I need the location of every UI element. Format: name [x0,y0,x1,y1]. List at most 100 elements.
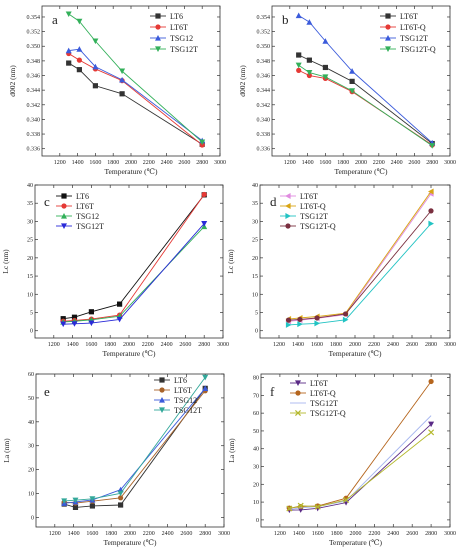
x-axis-label: Temperature (℃) [103,538,157,547]
x-tick-label: 2600 [178,160,190,166]
x-tick-label: 2600 [406,531,418,537]
data-point [428,421,435,428]
data-point [297,507,304,513]
x-tick-label: 2200 [373,160,385,166]
legend-label: LT6T [174,386,192,395]
y-tick-label: 30 [28,444,34,450]
legend-marker [385,35,391,41]
x-tick-label: 1400 [67,342,79,348]
x-tick-label: 2000 [355,160,367,166]
legend-marker [61,203,67,209]
x-axis-label: Temperature (℃) [329,538,383,547]
y-tick-label: 0.342 [27,103,41,109]
x-tick-label: 2800 [426,160,438,166]
legend-marker [285,203,291,209]
data-point [343,496,350,503]
y-tick-label: 0.348 [257,59,271,65]
x-tick-label: 1400 [68,531,80,537]
series-line [289,415,432,510]
y-tick-label: 40 [252,183,258,189]
x-tick-label: 1800 [107,160,119,166]
y-tick-label: 70 [253,393,259,399]
data-point [88,320,95,327]
panel-b: 1200 1400 1600 1800 2000 2200 2400 2600 2800 3000… [238,5,456,176]
legend-a: LT6 LT6T TSG12 TSG12T [150,12,198,54]
data-point [285,317,292,323]
data-point [119,91,125,97]
x-tick-label: 2800 [425,342,437,348]
x-tick-label: 1600 [319,160,331,166]
y-axis-label: La (nm) [2,438,11,463]
legend-label: LT6T [170,23,188,32]
legend-label: TSG12T-Q [400,45,436,54]
y-tick-label: 40 [253,447,259,453]
y-tick-label: 0.336 [257,147,271,153]
series-f-2 [289,415,432,510]
legend-label: TSG12T-Q [310,409,346,418]
y-tick-label: 5 [255,311,258,317]
series-c-2 [60,223,208,325]
series-b-0 [296,52,435,147]
x-tick-label: 2000 [349,342,361,348]
x-tick-label: 1600 [86,531,98,537]
x-tick-label: 2200 [143,160,155,166]
legend-marker [159,407,165,413]
data-point [201,221,208,227]
y-tick-label: 0.352 [27,30,41,36]
legend-label: TSG12T [76,222,104,231]
legend-marker [285,213,291,219]
x-tick-label: 1600 [311,342,323,348]
y-tick-label: 0.352 [257,30,271,36]
y-tick-label: 35 [252,201,258,207]
data-point [322,74,329,80]
legend-b: LT6T LT6T-Q TSG12T TSG12T-Q [380,12,436,54]
x-tick-label: 2200 [143,531,155,537]
y-tick-label: 0 [30,329,33,335]
x-tick-label: 2000 [350,531,362,537]
data-point [295,62,302,69]
x-axis-label: Temperature (℃) [104,167,158,176]
data-point [306,69,313,76]
panel-label: b [282,12,289,27]
data-point [92,63,99,70]
y-tick-label: 25 [27,238,33,244]
panel-label: f [270,384,275,399]
x-tick-label: 2800 [196,160,208,166]
y-tick-label: 10 [28,492,34,498]
y-tick-label: 0.346 [27,74,41,80]
x-tick-label: 2400 [161,342,173,348]
x-tick-label: 1400 [302,160,314,166]
legend-marker [155,13,161,19]
data-point [306,57,312,63]
x-tick-label: 2800 [199,531,211,537]
y-tick-label: 60 [28,372,34,378]
legend-label: LT6T-Q [400,23,426,32]
legend-label: LT6 [170,12,183,21]
data-point [201,191,207,198]
data-point [296,52,302,58]
y-tick-label: 0.344 [27,88,41,94]
data-point [72,504,79,510]
legend-label: LT6 [76,192,89,201]
data-point [297,321,303,328]
data-point [428,188,434,195]
legend-marker [385,46,391,52]
data-point [117,301,123,307]
legend-marker [295,380,301,386]
data-point [322,38,329,44]
y-tick-label: 30 [27,219,33,225]
x-tick-label: 2400 [162,531,174,537]
y-axis-label: La (nm) [227,438,236,463]
data-point [89,496,96,502]
x-tick-label: 3000 [444,342,456,348]
data-point [76,67,82,73]
data-point [92,38,99,45]
series-a-3 [65,11,206,146]
series-a-0 [66,60,205,147]
x-tick-label: 2600 [406,342,418,348]
data-point [428,429,435,436]
series-b-2 [295,12,436,146]
data-point [296,67,302,73]
x-tick-label: 1800 [337,160,349,166]
